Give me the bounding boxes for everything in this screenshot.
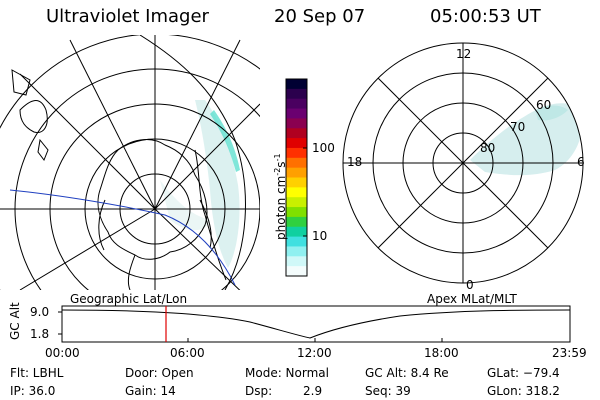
x-tick-1200: 12:00: [297, 346, 332, 360]
glon-status: GLon: 318.2: [487, 384, 560, 398]
geographic-map: [0, 35, 260, 290]
mlt-label-6: 6: [577, 155, 585, 169]
colorbar: [285, 78, 308, 277]
mlat-label-80: 80: [480, 141, 496, 155]
colorbar-cell: [286, 207, 307, 218]
colorbar-cell: [286, 236, 307, 247]
colorbar-cell: [286, 266, 307, 277]
mlt-label-0: 0: [466, 278, 474, 292]
altitude-curve: [61, 309, 571, 339]
mlt-label-12: 12: [456, 47, 472, 61]
image-limb: [139, 35, 246, 290]
colorbar-cell: [286, 256, 307, 267]
y-tick-9: 9.0: [30, 305, 50, 319]
dsp-value: 2.9: [303, 384, 323, 398]
mlt-label-18: 18: [347, 155, 363, 169]
colorbar-cell: [286, 187, 307, 198]
mlat-label-60: 60: [536, 98, 552, 112]
colorbar-tick-100: 100: [312, 141, 335, 155]
ip-status: IP: 36.0: [10, 384, 56, 398]
observation-time: 05:00:53 UT: [430, 6, 541, 27]
coastline: [97, 139, 208, 260]
colorbar-cell: [286, 98, 307, 110]
altitude-timeline: [58, 305, 571, 343]
mlt-polar-plot: [342, 42, 584, 284]
colorbar-cell: [286, 246, 307, 257]
mlat-label-70: 70: [510, 120, 526, 134]
x-tick-0600: 06:00: [170, 346, 205, 360]
door-status: Door: Open: [125, 366, 194, 380]
colorbar-cell: [286, 157, 307, 169]
x-tick-2359: 23:59: [552, 346, 587, 360]
x-tick-1800: 18:00: [424, 346, 459, 360]
colorbar-cell: [286, 108, 307, 119]
mode-status: Mode: Normal: [245, 366, 329, 380]
colorbar-cell: [286, 167, 307, 178]
colorbar-cell: [286, 118, 307, 129]
colorbar-cell: [286, 197, 307, 208]
colorbar-cell: [286, 226, 307, 238]
aurora-glow-geo: [195, 100, 240, 268]
dsp-label: Dsp:: [245, 384, 273, 398]
colorbar-cell: [286, 216, 307, 228]
instrument-title: Ultraviolet Imager: [46, 6, 209, 27]
apex-label: Apex MLat/MLT: [427, 292, 517, 306]
geographic-label: Geographic Lat/Lon: [70, 292, 188, 306]
aurora-oval-mlt: [470, 103, 583, 176]
observation-date: 20 Sep 07: [274, 6, 366, 27]
colorbar-tick-10: 10: [312, 229, 328, 243]
colorbar-cell: [286, 128, 307, 139]
glat-status: GLat: −79.4: [487, 366, 560, 380]
colorbar-cell: [286, 177, 307, 188]
gc-alt-status: GC Alt: 8.4 Re: [365, 366, 449, 380]
seq-status: Seq: 39: [365, 384, 411, 398]
filter-status: Flt: LBHL: [10, 366, 64, 380]
colorbar-cell: [286, 79, 307, 90]
gc-alt-axis-title: GC Alt: [8, 302, 22, 340]
gain-status: Gain: 14: [125, 384, 176, 398]
x-tick-0000: 00:00: [45, 346, 80, 360]
y-tick-1-8: 1.8: [30, 327, 50, 341]
aurora-bright-geo: [210, 110, 240, 172]
colorbar-cell: [286, 88, 307, 100]
colorbar-cell: [286, 138, 307, 149]
colorbar-unit-label: photon cm-2s-1: [273, 153, 288, 240]
colorbar-cell: [286, 147, 307, 159]
terminator-line: [9, 189, 236, 286]
